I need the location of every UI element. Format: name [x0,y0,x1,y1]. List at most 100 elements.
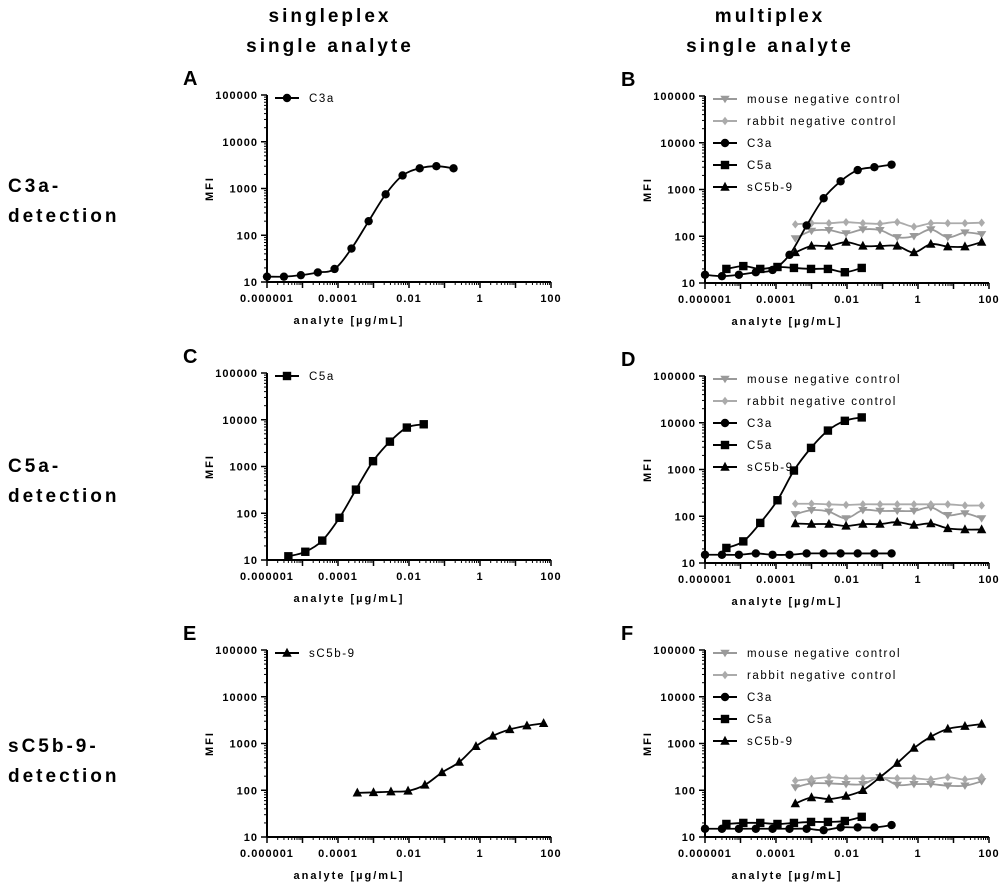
series-line [704,552,892,556]
marker-triangle-up [522,720,532,730]
legend-item: rabbit negative control [713,116,895,128]
marker-triangle-up [488,730,498,740]
marker-square [335,513,344,522]
legend-item: C3a [275,93,333,105]
legend-label: sC5b-9 [747,736,794,748]
marker-triangle-down [943,512,953,520]
series-line [794,228,982,240]
series-line [795,221,982,228]
marker-square [756,264,765,274]
legend-item: sC5b-9 [275,647,356,660]
marker-square [789,818,799,828]
marker-square [739,537,748,546]
x-tick-label: 0.0001 [318,293,358,305]
row-label-line-1: C3a- [8,176,61,197]
series-line [266,165,454,278]
marker-triangle-up [875,240,885,250]
series-c5a [722,812,866,829]
marker-triangle-up [505,724,515,734]
marker-circle [819,549,828,558]
y-tick-label: 10 [682,832,696,844]
marker-triangle-up [960,720,970,730]
marker-circle [887,820,896,830]
marker-triangle-up [976,718,987,728]
series-line [795,521,982,531]
y-tick-label: 10000 [222,137,258,149]
row-label-line-1: C5a- [8,456,61,477]
series-c3a [700,549,896,559]
marker-diamond [825,500,833,509]
marker-diamond [961,501,969,510]
marker-triangle-down [909,507,919,516]
marker-triangle-down [806,780,817,788]
marker-square [720,160,730,170]
x-tick-label: 0.0001 [318,571,358,583]
marker-triangle-up [960,524,970,534]
series-c5a [722,413,866,553]
y-tick-label: 10 [244,555,258,567]
marker-triangle-up [943,723,953,733]
series-rabbit-negative-control [791,217,985,231]
legend-label: rabbit negative control [747,396,897,408]
marker-square [318,536,327,545]
marker-triangle-down [824,508,834,516]
marker-circle [282,93,292,103]
marker-circle [734,270,744,279]
marker-circle [836,823,845,832]
marker-circle [415,164,424,173]
x-axis-title: analyte [µg/mL] [732,596,843,608]
x-tick-label: 1 [914,574,921,586]
series-line [726,416,862,549]
marker-triangle-down [790,784,801,792]
x-tick-label: 0.01 [834,294,859,306]
marker-diamond [721,670,729,680]
legend-item: C5a [713,160,771,172]
marker-triangle-down [806,227,817,236]
marker-diamond [859,219,867,228]
marker-diamond [791,776,799,785]
marker-triangle-up [790,798,801,808]
y-tick-label: 10 [682,558,696,570]
x-tick-label: 1 [914,848,921,860]
y-tick-label: 1000 [668,185,696,197]
legend-label: C3a [747,138,773,150]
marker-circle [853,823,862,832]
series-c5a [722,261,866,277]
x-tick-label: 0.0001 [756,294,796,306]
marker-triangle-up [720,461,730,471]
marker-square [823,817,833,827]
y-axis-title: MFI [204,731,216,756]
x-axis-title: analyte [µg/mL] [294,315,405,327]
series-mouse-negative-control [790,226,987,243]
marker-square [806,817,816,827]
series-line [795,502,982,507]
marker-triangle-up [368,787,379,797]
column-header-line-1: singleplex [269,6,392,27]
marker-square [722,819,731,829]
x-tick-label: 100 [978,574,999,586]
panel-letter: B [621,69,635,91]
legend-item: sC5b-9 [713,181,792,194]
marker-triangle-up [909,247,919,257]
marker-square [756,518,765,528]
series-line [795,506,982,520]
marker-triangle-up [909,519,919,529]
marker-triangle-down [720,375,730,384]
column-header-line-2: single analyte [686,36,854,57]
marker-circle [870,549,879,558]
marker-triangle-down [790,235,801,243]
column-header-singleplex: singleplex single analyte [246,6,411,57]
marker-triangle-up [403,785,413,795]
legend-label: rabbit negative control [747,670,897,682]
marker-diamond [893,500,901,509]
marker-triangle-down [841,515,851,523]
marker-square [857,263,866,273]
row-label-c3a: C3a- detection [8,176,116,227]
legend-item: rabbit negative control [713,396,897,408]
legend-label: sC5b-9 [309,648,356,660]
y-tick-label: 100000 [215,368,258,380]
x-tick-label: 0.000001 [678,574,732,586]
marker-circle [720,138,730,148]
marker-diamond [859,774,867,783]
